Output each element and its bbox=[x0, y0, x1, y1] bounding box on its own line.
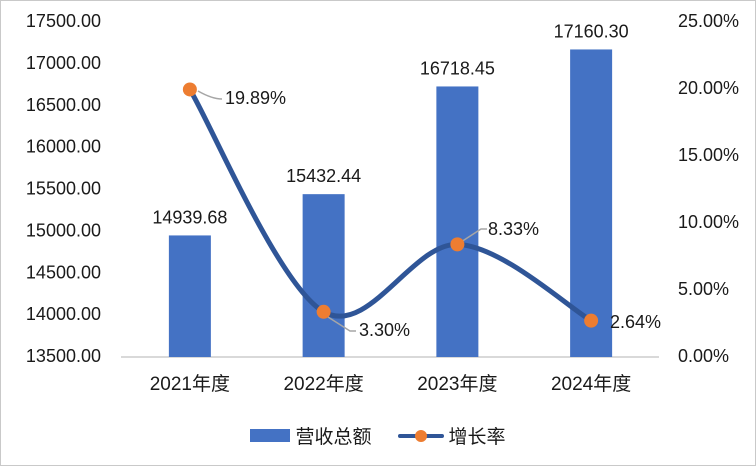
growth-value-label: 19.89% bbox=[225, 88, 286, 108]
left-axis-tick-label: 15500.00 bbox=[26, 179, 101, 199]
legend-marker-dot-icon bbox=[414, 429, 427, 442]
growth-line bbox=[187, 86, 594, 324]
left-axis-tick-label: 16500.00 bbox=[26, 95, 101, 115]
growth-marker bbox=[584, 313, 599, 328]
bar-value-label: 16718.45 bbox=[420, 58, 495, 78]
right-axis-tick-label: 15.00% bbox=[678, 145, 739, 165]
right-axis-tick-label: 10.00% bbox=[678, 212, 739, 232]
left-axis-tick-label: 17500.00 bbox=[26, 11, 101, 31]
legend-label-growth: 增长率 bbox=[448, 427, 506, 448]
left-axis-tick-label: 15000.00 bbox=[26, 220, 101, 240]
x-axis-label: 2022年度 bbox=[283, 373, 363, 395]
growth-marker bbox=[316, 304, 331, 319]
bar-value-label: 17160.30 bbox=[554, 21, 629, 41]
left-axis-tick-label: 14500.00 bbox=[26, 262, 101, 282]
right-axis-tick-label: 25.00% bbox=[678, 11, 739, 31]
right-axis-tick-label: 5.00% bbox=[678, 279, 729, 299]
revenue-bar bbox=[570, 49, 613, 357]
legend-label-revenue: 营收总额 bbox=[295, 427, 372, 448]
growth-value-label: 3.30% bbox=[359, 320, 410, 340]
growth-marker bbox=[182, 82, 197, 97]
legend: 营收总额 增长率 bbox=[1, 422, 755, 449]
revenue-bar bbox=[436, 86, 479, 358]
left-axis-tick-label: 17000.00 bbox=[26, 53, 101, 73]
x-axis-label: 2024年度 bbox=[551, 373, 631, 395]
bar-swatch-icon bbox=[250, 429, 291, 442]
label-leader-line bbox=[327, 316, 356, 332]
x-axis-label: 2023年度 bbox=[417, 373, 497, 395]
bar-value-label: 15432.44 bbox=[286, 166, 361, 186]
revenue-bar bbox=[302, 194, 345, 357]
left-axis-tick-label: 16000.00 bbox=[26, 137, 101, 157]
growth-value-label: 2.64% bbox=[610, 312, 661, 332]
legend-item-revenue: 营收总额 bbox=[250, 422, 372, 449]
left-axis-tick-label: 13500.00 bbox=[26, 346, 101, 366]
growth-marker bbox=[450, 237, 465, 252]
label-leader-line bbox=[460, 228, 487, 243]
growth-value-label: 8.33% bbox=[488, 219, 539, 239]
label-leader-line bbox=[197, 90, 223, 100]
chart-canvas: 13500.00 14000.00 14500.00 15000.00 15500.00… bbox=[26, 11, 739, 395]
revenue-bar bbox=[168, 235, 211, 357]
line-marker-swatch-icon bbox=[397, 429, 444, 443]
x-axis-label: 2021年度 bbox=[150, 373, 230, 395]
legend-item-growth: 增长率 bbox=[397, 422, 506, 449]
right-axis-tick-label: 0.00% bbox=[678, 346, 729, 366]
bar-value-label: 14939.68 bbox=[152, 207, 227, 227]
left-axis-tick-label: 14000.00 bbox=[26, 304, 101, 324]
right-axis-tick-label: 20.00% bbox=[678, 78, 739, 98]
